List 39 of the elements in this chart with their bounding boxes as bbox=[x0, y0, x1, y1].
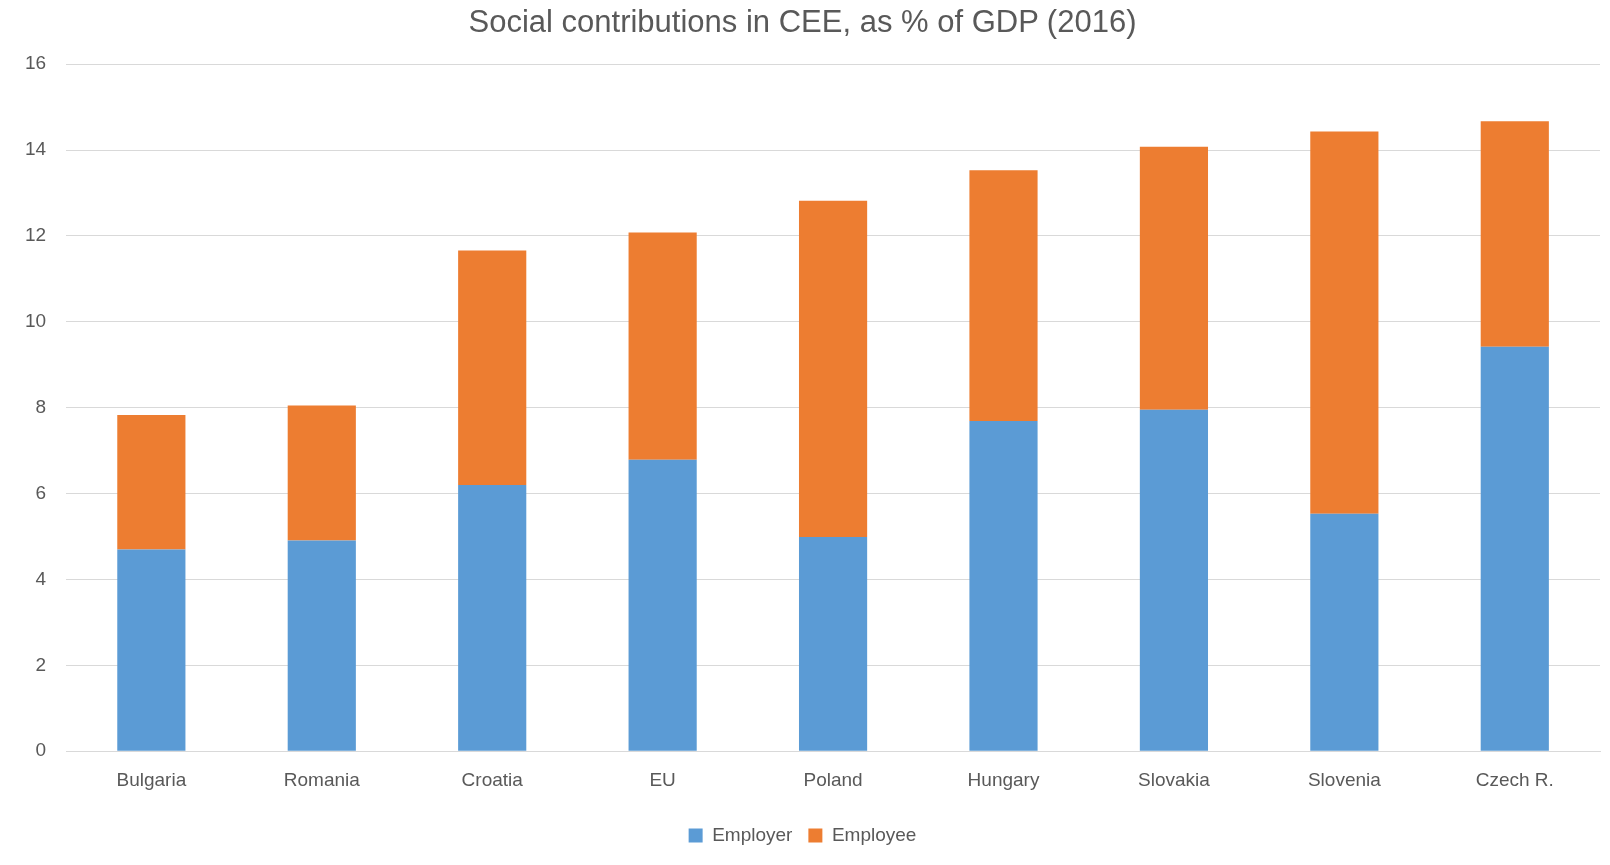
bar bbox=[117, 415, 186, 550]
bar bbox=[969, 170, 1038, 422]
y-tick-label: 10 bbox=[24, 310, 47, 332]
y-tick-label: 12 bbox=[24, 224, 47, 246]
bar bbox=[798, 536, 868, 751]
bar bbox=[287, 405, 356, 541]
bar bbox=[1310, 513, 1379, 751]
bar bbox=[117, 549, 186, 751]
legend-label: Employer bbox=[712, 823, 794, 845]
bar bbox=[628, 459, 697, 751]
bar bbox=[1139, 146, 1209, 410]
bar bbox=[1480, 121, 1549, 347]
bar bbox=[458, 484, 527, 751]
y-tick-label: 8 bbox=[35, 395, 47, 417]
x-tick-label: EU bbox=[649, 768, 676, 790]
y-tick-label: 6 bbox=[35, 481, 47, 503]
x-tick-label: Slovenia bbox=[1307, 768, 1382, 790]
bar bbox=[1139, 409, 1209, 751]
chart-title: Social contributions in CEE, as % of GDP (2016) bbox=[468, 4, 1137, 40]
legend-label: Employee bbox=[831, 823, 917, 845]
bar bbox=[628, 232, 697, 460]
bar bbox=[1310, 131, 1379, 514]
x-tick-label: Croatia bbox=[461, 768, 524, 790]
y-tick-label: 16 bbox=[24, 52, 47, 74]
x-tick-label: Czech R. bbox=[1475, 768, 1554, 790]
x-tick-label: Bulgaria bbox=[116, 768, 187, 790]
x-tick-label: Romania bbox=[283, 768, 361, 790]
y-tick-label: 14 bbox=[24, 138, 47, 160]
bar bbox=[798, 200, 868, 537]
x-tick-label: Hungary bbox=[967, 768, 1040, 790]
x-tick-label: Poland bbox=[803, 768, 863, 790]
x-tick-label: Slovakia bbox=[1138, 768, 1211, 790]
y-tick-label: 4 bbox=[35, 567, 47, 589]
bar bbox=[969, 421, 1038, 751]
bar bbox=[287, 540, 356, 751]
y-tick-label: 2 bbox=[35, 653, 47, 675]
bar bbox=[458, 250, 527, 485]
y-tick-label: 0 bbox=[35, 739, 47, 761]
bar bbox=[1480, 346, 1549, 751]
